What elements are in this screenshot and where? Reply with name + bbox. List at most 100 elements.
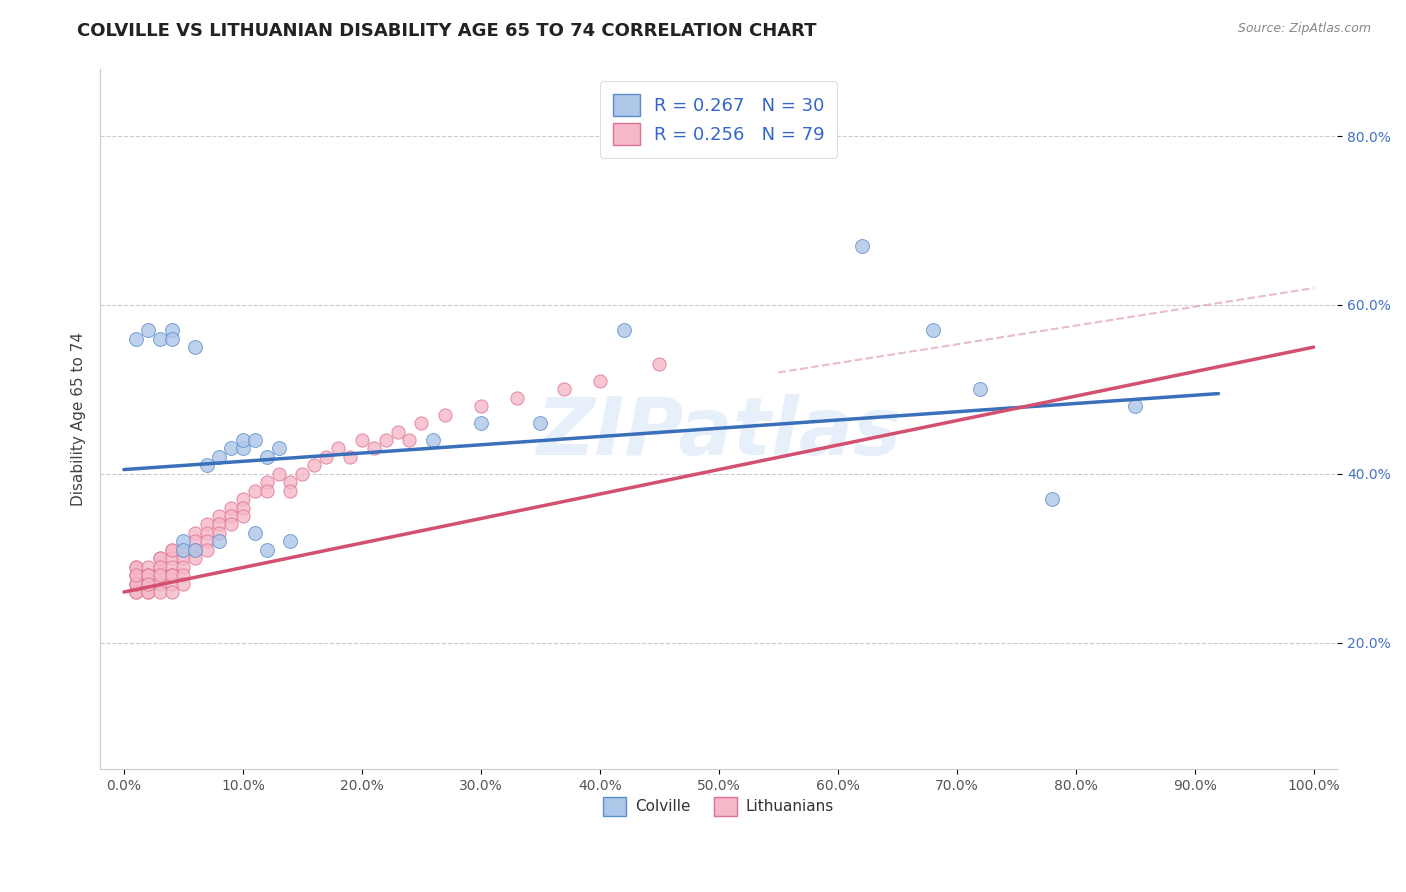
Point <box>529 416 551 430</box>
Point <box>411 416 433 430</box>
Point <box>125 576 148 591</box>
Y-axis label: Disability Age 65 to 74: Disability Age 65 to 74 <box>72 332 86 506</box>
Point <box>125 559 148 574</box>
Point <box>470 416 492 430</box>
Point <box>149 568 172 582</box>
Point <box>219 508 242 523</box>
Point <box>149 551 172 566</box>
Point <box>149 559 172 574</box>
Point <box>136 576 159 591</box>
Point <box>160 559 183 574</box>
Point <box>125 332 148 346</box>
Point <box>184 340 207 354</box>
Point <box>304 458 326 473</box>
Point <box>149 332 172 346</box>
Point <box>195 542 218 557</box>
Point <box>184 525 207 540</box>
Point <box>208 508 231 523</box>
Point <box>195 525 218 540</box>
Point <box>184 534 207 549</box>
Point <box>208 525 231 540</box>
Point <box>160 568 183 582</box>
Point <box>149 576 172 591</box>
Point <box>160 585 183 599</box>
Point <box>136 585 159 599</box>
Point <box>208 517 231 532</box>
Point <box>363 442 385 456</box>
Point <box>851 239 873 253</box>
Point <box>160 332 183 346</box>
Point <box>470 399 492 413</box>
Point <box>160 323 183 337</box>
Point <box>553 383 575 397</box>
Point <box>280 534 302 549</box>
Point <box>160 542 183 557</box>
Point <box>291 467 314 481</box>
Point <box>160 568 183 582</box>
Point <box>256 483 278 498</box>
Point <box>232 500 254 515</box>
Point <box>172 542 194 557</box>
Point <box>969 383 991 397</box>
Point <box>125 585 148 599</box>
Point <box>256 450 278 464</box>
Point <box>243 483 266 498</box>
Point <box>149 559 172 574</box>
Point <box>243 525 266 540</box>
Text: Source: ZipAtlas.com: Source: ZipAtlas.com <box>1237 22 1371 36</box>
Point <box>125 568 148 582</box>
Point <box>280 475 302 490</box>
Point <box>1123 399 1146 413</box>
Point <box>1040 492 1063 507</box>
Point <box>149 551 172 566</box>
Point <box>267 442 290 456</box>
Point <box>398 433 420 447</box>
Point <box>648 357 671 371</box>
Point <box>172 568 194 582</box>
Point <box>160 542 183 557</box>
Point <box>232 492 254 507</box>
Legend: Colville, Lithuanians: Colville, Lithuanians <box>595 788 844 825</box>
Point <box>136 576 159 591</box>
Point <box>256 542 278 557</box>
Point <box>195 517 218 532</box>
Point <box>505 391 527 405</box>
Point <box>350 433 373 447</box>
Point <box>136 323 159 337</box>
Point <box>172 542 194 557</box>
Point <box>219 500 242 515</box>
Point <box>172 551 194 566</box>
Point <box>208 450 231 464</box>
Point <box>172 559 194 574</box>
Point <box>125 568 148 582</box>
Point <box>184 551 207 566</box>
Point <box>589 374 612 388</box>
Point <box>136 568 159 582</box>
Point <box>434 408 457 422</box>
Point <box>243 433 266 447</box>
Point <box>172 576 194 591</box>
Point <box>172 534 194 549</box>
Point <box>374 433 396 447</box>
Point <box>326 442 349 456</box>
Point <box>280 483 302 498</box>
Point <box>422 433 444 447</box>
Point <box>195 534 218 549</box>
Point <box>184 542 207 557</box>
Point <box>136 576 159 591</box>
Point <box>387 425 409 439</box>
Point <box>184 542 207 557</box>
Point <box>136 559 159 574</box>
Point <box>315 450 337 464</box>
Point <box>232 433 254 447</box>
Point <box>125 576 148 591</box>
Point <box>149 568 172 582</box>
Point <box>922 323 945 337</box>
Point <box>160 576 183 591</box>
Point <box>149 585 172 599</box>
Point <box>267 467 290 481</box>
Point <box>339 450 361 464</box>
Point <box>125 576 148 591</box>
Point <box>232 442 254 456</box>
Point <box>136 568 159 582</box>
